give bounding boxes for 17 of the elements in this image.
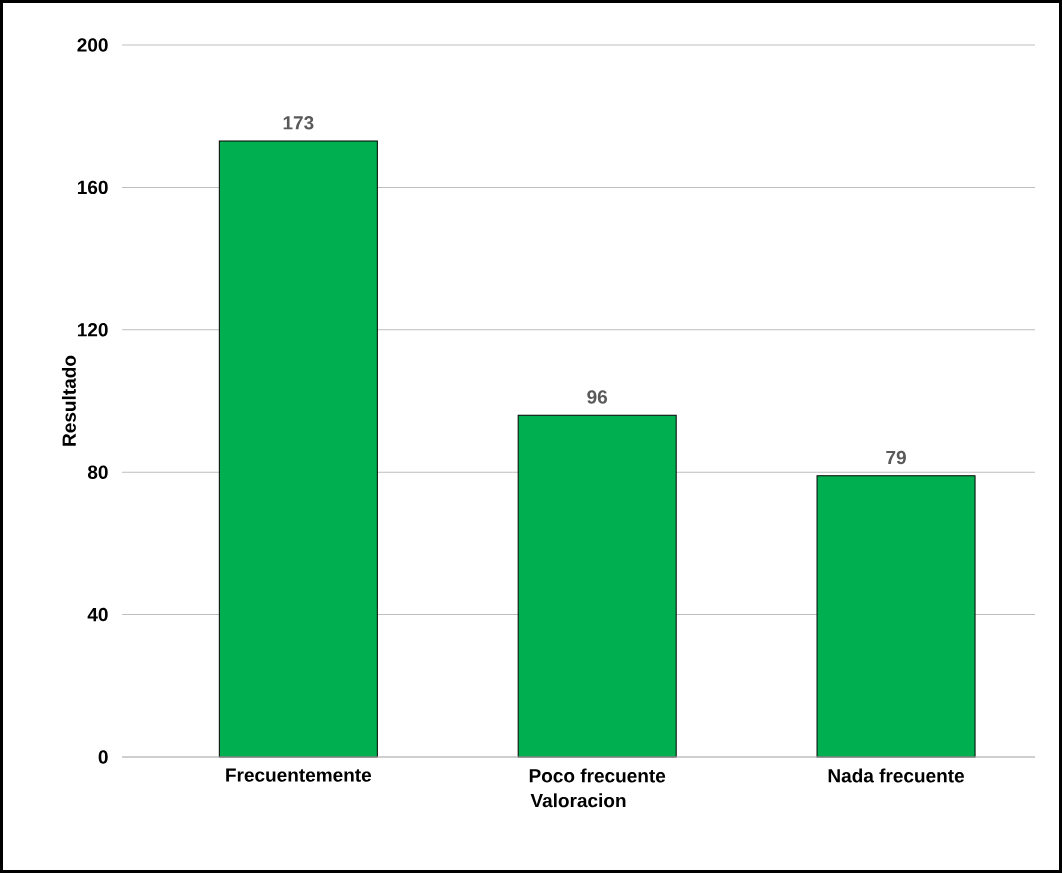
x-tick-label: Nada frecuente bbox=[828, 768, 964, 783]
x-axis-title: Valoracion bbox=[530, 793, 626, 808]
bar bbox=[816, 475, 976, 758]
data-label: 79 bbox=[886, 450, 906, 465]
data-label: 173 bbox=[283, 116, 314, 130]
y-tick-label: 0 bbox=[98, 750, 108, 764]
y-tick-label: 160 bbox=[77, 180, 108, 195]
y-tick-label: 120 bbox=[77, 323, 108, 337]
x-tick-label: Poco frecuente bbox=[529, 768, 666, 783]
data-label: 96 bbox=[587, 390, 608, 404]
bar bbox=[218, 140, 378, 758]
bar bbox=[517, 414, 677, 758]
x-tick-label: Frecuentemente bbox=[226, 768, 372, 782]
y-tick-label: 200 bbox=[77, 38, 108, 52]
y-tick-label: 80 bbox=[87, 465, 108, 479]
y-tick-label: 40 bbox=[87, 607, 108, 622]
y-axis-title: Resultado bbox=[61, 355, 76, 446]
